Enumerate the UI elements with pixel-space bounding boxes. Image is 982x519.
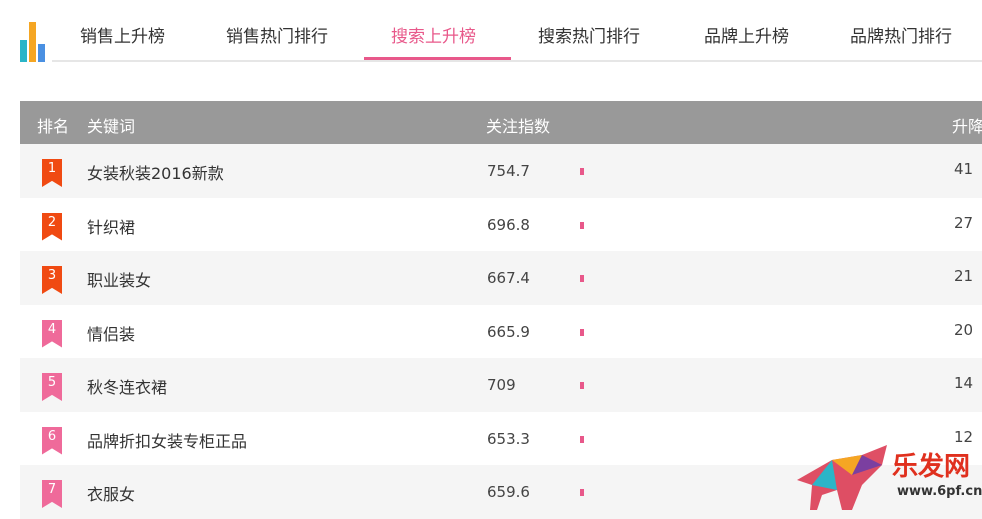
rank-badge: 4 [42,319,62,348]
tab-3[interactable]: 搜索上升榜 [391,27,476,47]
watermark-logo: 乐发网 www.6pf.cn [797,445,982,510]
table-row[interactable]: 3 职业装女 667.4 21 [20,251,982,305]
rank-change: 20 [954,320,974,339]
header-rank: 排名 [37,117,70,136]
rank-badge: 3 [42,266,62,294]
rank-change: 21 [954,267,974,285]
rank-change: 27 [954,213,974,232]
table-row[interactable]: 2 针织裙 696.8 27 [20,198,982,252]
rank-badge: 7 [42,480,62,508]
active-tab-indicator [364,57,511,60]
tab-bar [52,0,982,62]
keyword[interactable]: 品牌折扣女装专柜正品 [87,431,248,451]
keyword[interactable]: 职业装女 [87,271,152,290]
index-bar [580,275,584,282]
rank-badge: 6 [42,426,62,455]
keyword[interactable]: 针织裙 [87,217,136,237]
header-change: 升降 [952,117,982,136]
attention-index: 709 [487,376,516,394]
table-row[interactable]: 1 女装秋装2016新款 754.7 41 [20,144,982,198]
svg-text:乐发网: 乐发网 [892,451,970,482]
svg-text:www.6pf.cn: www.6pf.cn [897,484,982,499]
attention-index: 653.3 [487,429,530,448]
header-keyword: 关键词 [87,117,136,136]
rank-change: 41 [954,160,974,178]
keyword[interactable]: 衣服女 [87,485,136,504]
rank-badge: 2 [42,212,62,241]
header-index: 关注指数 [486,117,551,136]
index-bar [580,168,584,175]
tab-5[interactable]: 品牌上升榜 [704,27,789,47]
table-row[interactable]: 4 情侣装 665.9 20 [20,305,982,359]
rank-change: 14 [954,374,974,392]
keyword[interactable]: 情侣装 [87,324,136,344]
attention-index: 754.7 [487,162,530,180]
keyword[interactable]: 秋冬连衣裙 [87,378,168,397]
attention-index: 665.9 [487,322,530,341]
index-bar [580,435,584,443]
attention-index: 667.4 [487,269,530,287]
rank-badge: 5 [42,373,62,401]
attention-index: 659.6 [487,483,530,501]
index-bar [580,489,584,496]
attention-index: 696.8 [487,215,530,234]
index-bar [580,328,584,336]
rank-badge: 1 [42,159,62,187]
rank-change: 12 [954,427,974,446]
index-bar [580,382,584,389]
table-row[interactable]: 6 品牌折扣女装专柜正品 653.3 12 [20,412,982,466]
index-bar [580,221,584,229]
chart-logo-icon [20,20,46,62]
table-row[interactable]: 5 秋冬连衣裙 709 14 [20,358,982,412]
tab-6[interactable]: 品牌热门排行 [850,27,952,47]
table-header: 排名 关键词 关注指数 升降 [20,101,982,144]
tab-4[interactable]: 搜索热门排行 [538,27,640,47]
keyword[interactable]: 女装秋装2016新款 [87,164,224,183]
tab-2[interactable]: 销售热门排行 [226,27,328,47]
tab-1[interactable]: 销售上升榜 [80,27,165,47]
